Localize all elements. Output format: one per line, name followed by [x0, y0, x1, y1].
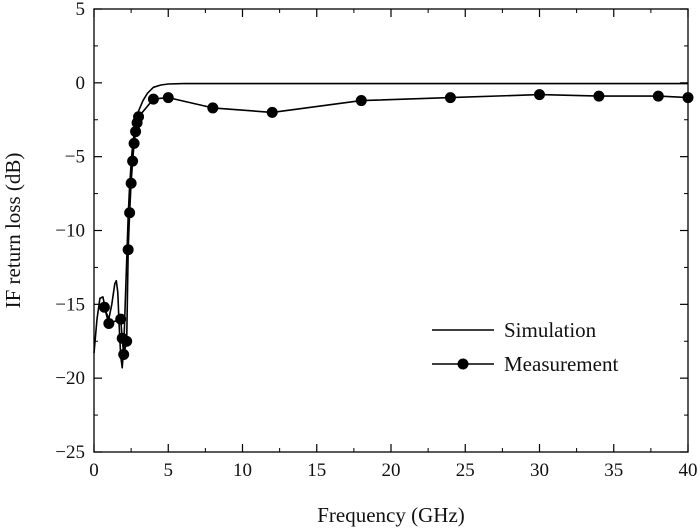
y-tick-label: −15 — [55, 294, 85, 315]
measurement-marker — [115, 313, 127, 325]
x-tick-label: 15 — [307, 460, 326, 481]
plot-area — [93, 8, 689, 453]
measurement-marker — [103, 318, 115, 330]
measurement-marker — [125, 177, 137, 189]
measurement-marker — [652, 90, 664, 102]
legend-label-simulation: Simulation — [504, 318, 597, 342]
y-axis-title: IF return loss (dB) — [1, 153, 25, 309]
measurement-marker — [355, 95, 367, 107]
legend: Simulation Measurement — [432, 318, 618, 376]
x-tick-label: 5 — [164, 460, 174, 481]
x-tick-label: 25 — [456, 460, 475, 481]
series-layer — [93, 82, 694, 369]
y-tick-label: −10 — [55, 221, 85, 242]
measurement-marker — [147, 93, 159, 105]
measurement-marker — [98, 301, 110, 313]
x-tick-label: 0 — [89, 460, 99, 481]
y-tick-label: −25 — [55, 442, 85, 463]
x-tick-label: 35 — [604, 460, 623, 481]
measurement-marker — [118, 349, 130, 361]
legend-label-measurement: Measurement — [504, 352, 618, 376]
x-tick-label: 10 — [233, 460, 252, 481]
measurement-marker — [122, 244, 134, 256]
legend-marker-measurement — [457, 358, 469, 370]
y-tick-label: 0 — [76, 73, 86, 94]
measurement-marker — [682, 92, 694, 104]
measurement-marker — [127, 155, 139, 167]
measurement-line — [103, 93, 689, 356]
measurement-marker — [593, 90, 605, 102]
x-tick-label: 40 — [679, 460, 698, 481]
measurement-marker — [207, 102, 219, 114]
measurement-marker — [133, 111, 145, 123]
measurement-marker — [121, 335, 133, 347]
plot-frame — [93, 8, 689, 453]
measurement-marker — [124, 207, 136, 219]
y-tick-label: −20 — [55, 368, 85, 389]
measurement-marker — [444, 92, 456, 104]
measurement-marker — [266, 106, 278, 118]
measurement-marker — [128, 137, 140, 149]
x-tick-label: 20 — [382, 460, 401, 481]
measurement-marker — [162, 92, 174, 104]
y-tick-label: −5 — [65, 147, 85, 168]
measurement-marker — [534, 89, 545, 101]
y-tick-label: 5 — [76, 0, 86, 20]
x-tick-label: 30 — [530, 460, 549, 481]
axis-ticks: 0 5 10 15 20 25 30 35 40 5 0 −5 −10 −15 −20 −25 — [55, 0, 697, 481]
simulation-line — [93, 82, 688, 369]
x-axis-title: Frequency (GHz) — [317, 503, 465, 527]
measurement-marker — [130, 126, 142, 138]
